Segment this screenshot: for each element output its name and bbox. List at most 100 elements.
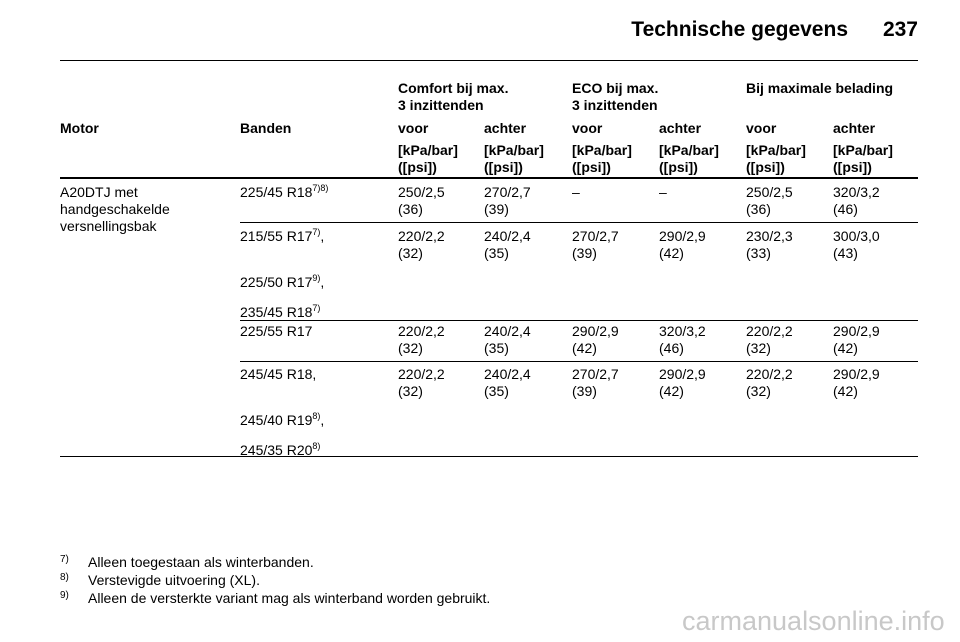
tyre-suffix: ,	[320, 228, 325, 244]
pressure-bar: 270/2,7	[572, 228, 619, 244]
pressure-psi: (36)	[746, 201, 771, 217]
column-header: voor	[746, 120, 777, 136]
footnote-mark: 9)	[60, 590, 69, 601]
pressure-psi: (46)	[833, 201, 858, 217]
footnote-text: Alleen toegestaan als winterbanden.	[88, 554, 314, 570]
pressure-bar: 320/3,2	[833, 184, 880, 200]
pressure-cell: 290/2,9 (42)	[659, 228, 706, 262]
pressure-cell: 320/3,2 (46)	[833, 184, 880, 218]
pressure-cell: 240/2,4 (35)	[484, 323, 531, 357]
tyre-text: 225/45 R18	[240, 184, 313, 200]
group-header: ECO bij max. 3 inzittenden	[572, 80, 659, 113]
pressure-psi: (35)	[484, 340, 509, 356]
pressure-bar: –	[659, 184, 667, 200]
group-header: Comfort bij max. 3 inzittenden	[398, 80, 509, 113]
row-rule	[60, 456, 918, 457]
unit-header: [kPa/bar] ([psi])	[484, 142, 544, 175]
footnote-ref: 9)	[312, 273, 321, 283]
pressure-psi: (39)	[484, 201, 509, 217]
pressure-cell: 250/2,5 (36)	[746, 184, 793, 218]
pressure-bar: –	[572, 184, 580, 200]
pressure-bar: 290/2,9	[833, 323, 880, 339]
pressure-cell: 270/2,7 (39)	[572, 366, 619, 400]
pressure-bar: 240/2,4	[484, 228, 531, 244]
pressure-psi: (42)	[833, 340, 858, 356]
pressure-cell: 220/2,2 (32)	[398, 228, 445, 262]
pressure-psi: (42)	[659, 245, 684, 261]
pressure-cell: 300/3,0 (43)	[833, 228, 880, 262]
pressure-cell: 220/2,2 (32)	[746, 323, 793, 357]
tyre-size: 215/55 R177),	[240, 228, 324, 245]
pressure-psi: (32)	[746, 383, 771, 399]
pressure-bar: 230/2,3	[746, 228, 793, 244]
pressure-psi: (32)	[398, 383, 423, 399]
row-rule	[240, 222, 918, 223]
pressure-bar: 290/2,9	[659, 228, 706, 244]
pressure-cell: 290/2,9 (42)	[833, 323, 880, 357]
tyre-size: 245/45 R18,	[240, 366, 316, 383]
header-rule	[60, 177, 918, 179]
pressure-psi: (33)	[746, 245, 771, 261]
pressure-cell: 270/2,7 (39)	[484, 184, 531, 218]
column-header: voor	[398, 120, 429, 136]
pressure-bar: 220/2,2	[398, 366, 445, 382]
pressure-psi: (32)	[398, 340, 423, 356]
pressure-bar: 290/2,9	[572, 323, 619, 339]
unit-header: [kPa/bar] ([psi])	[659, 142, 719, 175]
pressure-cell: 290/2,9 (42)	[833, 366, 880, 400]
tyre-text: 225/50 R17	[240, 274, 313, 290]
footnote-text: Verstevigde uitvoering (XL).	[88, 572, 260, 588]
footnote-ref: 8)	[312, 441, 321, 451]
page-title: Technische gegevens	[631, 18, 848, 41]
page-number: 237	[882, 18, 918, 41]
row-rule	[240, 361, 918, 362]
column-header: achter	[659, 120, 702, 136]
pressure-bar: 240/2,4	[484, 366, 531, 382]
pressure-psi: (36)	[398, 201, 423, 217]
motor: A20DTJ met handgeschakelde versnellingsb…	[60, 184, 170, 234]
footnote-ref: 7)8)	[312, 183, 329, 193]
pressure-cell: –	[572, 184, 580, 201]
pressure-psi: (42)	[833, 383, 858, 399]
pressure-bar: 290/2,9	[833, 366, 880, 382]
pressure-psi: (32)	[746, 340, 771, 356]
footnote-ref: 7)	[312, 227, 321, 237]
tyre-text: 225/55 R17	[240, 323, 313, 339]
column-header: voor	[572, 120, 603, 136]
column-header: Banden	[240, 120, 292, 136]
pressure-bar: 270/2,7	[484, 184, 531, 200]
footnote-ref: 7)	[312, 303, 321, 313]
pressure-bar: 250/2,5	[398, 184, 445, 200]
tyre-size: 225/50 R179),	[240, 274, 324, 291]
pressure-cell: 220/2,2 (32)	[746, 366, 793, 400]
pressure-psi: (46)	[659, 340, 684, 356]
pressure-cell: 230/2,3 (33)	[746, 228, 793, 262]
row-rule	[240, 320, 918, 321]
pressure-bar: 220/2,2	[746, 323, 793, 339]
unit-header: [kPa/bar] ([psi])	[398, 142, 458, 175]
column-header: achter	[484, 120, 527, 136]
footnote-mark: 8)	[60, 572, 69, 583]
pressure-cell: 290/2,9 (42)	[659, 366, 706, 400]
pressure-psi: (43)	[833, 245, 858, 261]
tyre-text: 245/35 R20	[240, 442, 313, 458]
column-header: Motor	[60, 120, 99, 136]
pressure-psi: (42)	[572, 340, 597, 356]
pressure-bar: 220/2,2	[398, 323, 445, 339]
footnote-text: Alleen de versterkte variant mag als win…	[88, 590, 491, 606]
pressure-bar: 270/2,7	[572, 366, 619, 382]
tyre-text: 245/40 R19	[240, 412, 313, 428]
pressure-bar: 290/2,9	[659, 366, 706, 382]
tyre-text: 235/45 R18	[240, 304, 313, 320]
pressure-cell: 270/2,7 (39)	[572, 228, 619, 262]
footnote-ref: 8)	[312, 411, 321, 421]
pressure-cell: 250/2,5 (36)	[398, 184, 445, 218]
pressure-cell: 220/2,2 (32)	[398, 323, 445, 357]
unit-header: [kPa/bar] ([psi])	[746, 142, 806, 175]
pressure-cell: 240/2,4 (35)	[484, 228, 531, 262]
pressure-bar: 320/3,2	[659, 323, 706, 339]
pressure-psi: (39)	[572, 383, 597, 399]
pressure-cell: 240/2,4 (35)	[484, 366, 531, 400]
tyre-text: 215/55 R17	[240, 228, 313, 244]
